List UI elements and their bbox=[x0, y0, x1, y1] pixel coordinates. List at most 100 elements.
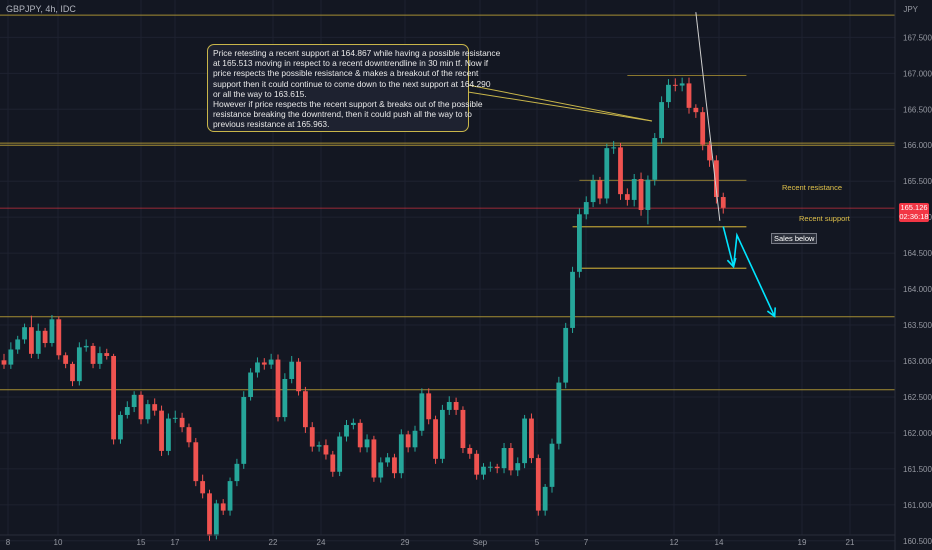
current-price-tag: 165.126 02:36:18 bbox=[899, 203, 929, 222]
candle-body bbox=[22, 327, 27, 340]
candle-body bbox=[666, 84, 671, 103]
candle-body bbox=[440, 409, 445, 459]
candle-body bbox=[693, 107, 699, 113]
price-tick-label: 161.000 bbox=[903, 501, 932, 510]
symbol-label: GBPJPY, 4h, IDC bbox=[6, 4, 76, 14]
candle-body bbox=[535, 458, 541, 511]
candle-body bbox=[508, 448, 514, 471]
candle-body bbox=[419, 393, 425, 431]
candle-body bbox=[330, 454, 336, 472]
candle-body bbox=[350, 422, 356, 426]
time-tick-label: 14 bbox=[715, 538, 724, 547]
time-tick-label: 12 bbox=[670, 538, 679, 547]
candle-body bbox=[166, 418, 171, 451]
time-tick-label: 7 bbox=[584, 538, 589, 547]
candle-body bbox=[412, 430, 418, 448]
price-tick-label: 162.500 bbox=[903, 393, 932, 402]
candle-body bbox=[35, 330, 41, 354]
candle-body bbox=[467, 448, 473, 454]
candle-body bbox=[138, 394, 144, 420]
projection-path bbox=[722, 226, 776, 317]
note-pointer bbox=[467, 91, 653, 122]
candle-body bbox=[631, 179, 637, 200]
current-price-value: 165.126 bbox=[900, 203, 928, 212]
candle-body bbox=[76, 347, 82, 382]
note-line: resistance breaking the downtrend, then … bbox=[213, 109, 472, 120]
candle-body bbox=[186, 427, 192, 443]
candle-body bbox=[453, 402, 459, 410]
candle-body bbox=[118, 414, 123, 440]
candle-body bbox=[42, 330, 48, 344]
price-axis: 167.500167.000166.500166.000165.500165.0… bbox=[894, 0, 932, 550]
time-axis: 8 10 15 17 22 24 29 Sep 5 7 12 14 19 21 bbox=[0, 534, 895, 547]
candle-body bbox=[714, 160, 719, 198]
candle-body bbox=[70, 363, 75, 382]
drawings bbox=[467, 12, 777, 318]
time-tick-label: 29 bbox=[401, 538, 410, 547]
price-tick-label: 167.000 bbox=[903, 69, 932, 78]
candle-body bbox=[1, 360, 7, 365]
candle-body bbox=[344, 425, 349, 437]
candle-body bbox=[487, 466, 493, 468]
note-line: previous resistance at 165.963. bbox=[213, 119, 330, 130]
time-tick-label: 15 bbox=[137, 538, 146, 547]
candle-body bbox=[638, 179, 644, 210]
candle-body bbox=[255, 362, 260, 373]
candle-body bbox=[392, 457, 397, 474]
note-line: price respects the possible resistance &… bbox=[213, 68, 479, 79]
note-pointer bbox=[467, 84, 653, 122]
candle-body bbox=[131, 394, 137, 408]
candle-body bbox=[152, 404, 158, 411]
time-tick-label: 22 bbox=[269, 538, 278, 547]
note-line: or all the way to 163.615. bbox=[213, 88, 307, 99]
candle-body bbox=[604, 148, 610, 199]
candle-body bbox=[282, 378, 288, 418]
candle-body bbox=[90, 345, 96, 364]
candle-body bbox=[529, 418, 534, 459]
time-tick-label: 5 bbox=[535, 538, 540, 547]
candle-body bbox=[474, 453, 480, 475]
time-tick-label: 8 bbox=[6, 538, 11, 547]
price-tick-label: 161.500 bbox=[903, 465, 932, 474]
candle-body bbox=[124, 407, 130, 415]
candle-body bbox=[227, 481, 233, 511]
time-tick-label: 19 bbox=[798, 538, 807, 547]
recent-support-label: Recent support bbox=[799, 214, 850, 223]
candle-body bbox=[679, 83, 685, 86]
candle-body bbox=[275, 359, 281, 418]
candle-body bbox=[501, 448, 507, 469]
candle-body bbox=[200, 481, 206, 494]
candle-body bbox=[624, 194, 630, 200]
candle-body bbox=[49, 319, 55, 344]
candle-body bbox=[323, 445, 329, 455]
price-tick-label: 162.000 bbox=[903, 429, 932, 438]
candle-body bbox=[104, 353, 110, 356]
candle-body bbox=[426, 393, 432, 420]
candle-body bbox=[405, 434, 411, 448]
annotation-note[interactable]: Price retesting a recent support at 164.… bbox=[207, 44, 500, 132]
candle-body bbox=[549, 443, 555, 487]
candle-body bbox=[583, 202, 589, 215]
currency-label: JPY bbox=[903, 5, 918, 14]
candle-body bbox=[398, 434, 404, 474]
candle-body bbox=[446, 402, 452, 410]
arrow-down-icon bbox=[766, 307, 777, 318]
price-tick-label: 164.500 bbox=[903, 249, 932, 258]
chart-grid bbox=[0, 0, 895, 542]
candle-body bbox=[542, 486, 548, 511]
candle-body bbox=[522, 418, 527, 464]
candle-body bbox=[433, 419, 438, 459]
time-tick-label: Sep bbox=[473, 538, 488, 547]
candle-body bbox=[556, 382, 562, 444]
candle-body bbox=[611, 147, 617, 149]
candle-body bbox=[659, 102, 664, 139]
candle-body bbox=[720, 197, 726, 208]
price-tick-label: 166.000 bbox=[903, 141, 932, 150]
candle-body bbox=[378, 462, 384, 478]
price-tick-label: 163.500 bbox=[903, 321, 932, 330]
recent-resistance-label: Recent resistance bbox=[782, 183, 843, 192]
price-tick-label: 167.500 bbox=[903, 33, 932, 42]
candle-body bbox=[460, 409, 466, 449]
sales-below-label: Sales below bbox=[771, 233, 818, 244]
